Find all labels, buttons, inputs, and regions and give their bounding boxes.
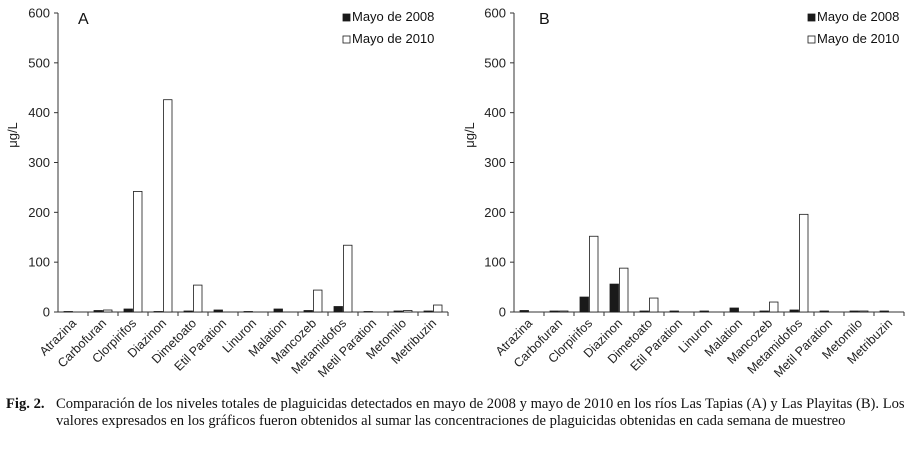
legend-label: Mayo de 2008 — [817, 9, 899, 24]
bar-mayo-2008-clorpirifos — [123, 308, 133, 313]
y-tick-label: 0 — [499, 305, 506, 320]
bar-mayo-2010-clorpirifos — [133, 191, 143, 313]
bar-mayo-2010-clorpirifos — [589, 235, 599, 313]
legend-label: Mayo de 2010 — [352, 31, 434, 46]
bar-mayo-2010-dimetoato — [649, 297, 659, 313]
figure-caption: Fig. 2. Comparación de los niveles total… — [6, 396, 912, 430]
bar-mayo-2008-clorpirifos — [579, 296, 589, 313]
y-tick-label: 0 — [43, 305, 50, 320]
bar-mayo-2008-metribuzin — [423, 310, 433, 313]
legend-label: Mayo de 2010 — [817, 31, 899, 46]
bar-mayo-2008-dimetoato — [639, 310, 649, 313]
bar-mayo-2008-diazinon — [609, 283, 619, 313]
bar-mayo-2008-etil-paration — [213, 309, 223, 313]
y-tick-label: 200 — [28, 205, 50, 220]
bar-mayo-2010-mancozeb — [769, 301, 779, 313]
caption-label: Fig. 2. — [6, 396, 45, 412]
legend-swatch-mayo-2008 — [807, 13, 816, 22]
bar-mayo-2008-metamidofos — [333, 306, 343, 313]
panel-label: A — [78, 11, 89, 28]
legend-swatch-mayo-2010 — [807, 35, 816, 44]
bar-mayo-2010-diazinon — [163, 99, 173, 313]
y-axis-label: μg/L — [5, 122, 20, 148]
panel-label: B — [539, 11, 550, 28]
bar-mayo-2008-etil-paration — [669, 310, 679, 313]
bar-mayo-2008-metomilo — [393, 310, 403, 313]
bar-mayo-2010-carbofuran — [103, 309, 113, 313]
charts-container: 0100200300400500600μg/LAAtrazinaCarbofur… — [5, 6, 905, 380]
caption-text: Comparación de los niveles totales de pl… — [56, 396, 905, 429]
y-tick-label: 600 — [28, 6, 50, 21]
bar-mayo-2010-metomilo — [859, 310, 869, 313]
bar-mayo-2010-diazinon — [619, 267, 629, 313]
bar-mayo-2008-metomilo — [849, 310, 859, 313]
bar-mayo-2010-metomilo — [403, 310, 413, 313]
bar-mayo-2010-dimetoato — [193, 284, 203, 313]
chart-panel-a: 0100200300400500600μg/LAAtrazinaCarbofur… — [5, 6, 449, 380]
bar-mayo-2008-malation — [273, 308, 283, 313]
legend-swatch-mayo-2010 — [342, 35, 351, 44]
chart-panel-b: 0100200300400500600μg/LBAtrazinaCarbofur… — [462, 6, 905, 380]
bar-mayo-2010-mancozeb — [313, 289, 323, 313]
bar-mayo-2008-mancozeb — [759, 310, 769, 313]
bar-mayo-2008-metamidofos — [789, 309, 799, 313]
y-tick-label: 200 — [484, 205, 506, 220]
bar-mayo-2008-mancozeb — [303, 310, 313, 313]
legend-swatch-mayo-2008 — [342, 13, 351, 22]
bar-mayo-2008-metribuzin — [879, 310, 889, 313]
y-tick-label: 400 — [28, 105, 50, 120]
y-tick-label: 300 — [484, 155, 506, 170]
bar-mayo-2008-metil-paration — [819, 310, 829, 313]
y-tick-label: 300 — [28, 155, 50, 170]
y-tick-label: 600 — [484, 6, 506, 21]
legend-label: Mayo de 2008 — [352, 9, 434, 24]
bar-mayo-2008-atrazina — [519, 310, 529, 313]
bar-mayo-2010-metamidofos — [343, 244, 353, 313]
y-tick-label: 100 — [28, 255, 50, 270]
bar-mayo-2010-carbofuran — [559, 310, 569, 313]
y-axis-label: μg/L — [462, 122, 477, 148]
bar-mayo-2008-malation — [729, 307, 739, 313]
y-tick-label: 500 — [484, 55, 506, 70]
bar-mayo-2008-dimetoato — [183, 310, 193, 313]
y-tick-label: 400 — [484, 105, 506, 120]
y-tick-label: 500 — [28, 55, 50, 70]
y-tick-label: 100 — [484, 255, 506, 270]
bar-mayo-2008-linuron — [699, 310, 709, 313]
bar-mayo-2010-metamidofos — [799, 213, 809, 313]
bar-mayo-2008-carbofuran — [93, 310, 103, 313]
bar-mayo-2010-metribuzin — [433, 304, 443, 313]
bar-mayo-2008-carbofuran — [549, 310, 559, 313]
